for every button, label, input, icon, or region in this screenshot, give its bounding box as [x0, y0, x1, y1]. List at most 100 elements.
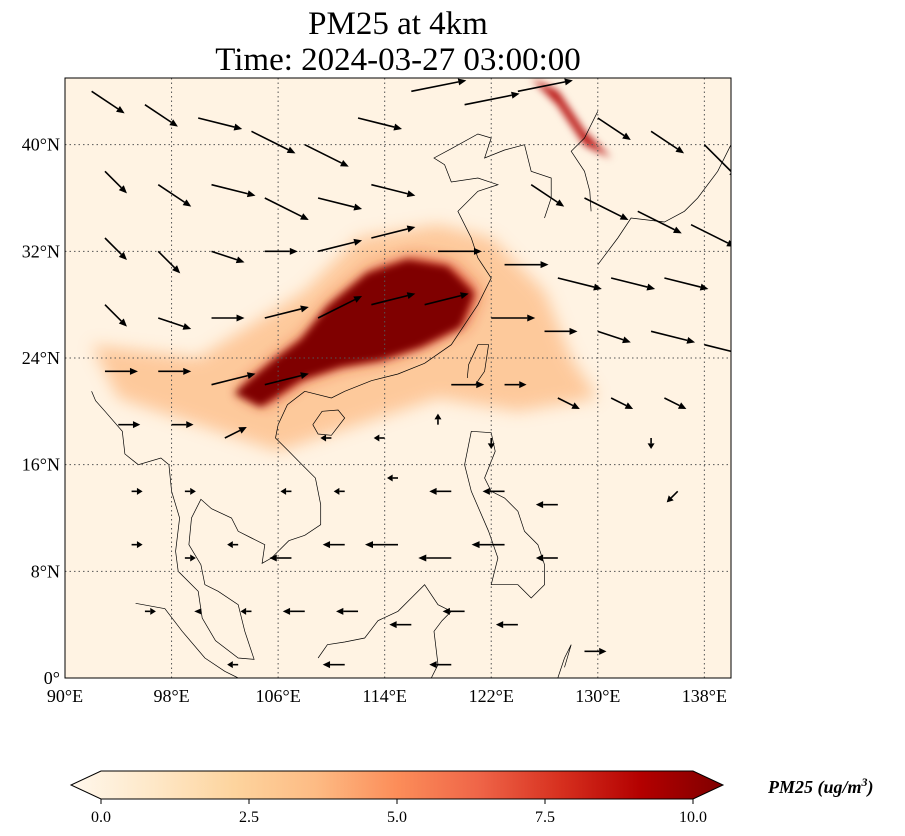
wind-vector	[91, 90, 125, 114]
gridlines	[65, 78, 731, 678]
wind-vector	[224, 427, 247, 439]
wind-vector	[211, 372, 256, 386]
map-area	[64, 77, 732, 679]
wind-vector	[411, 78, 467, 93]
wind-vector	[280, 487, 292, 495]
wind-vector	[437, 247, 482, 255]
wind-vector	[264, 305, 309, 319]
wind-vector	[320, 434, 332, 442]
wind-vector	[131, 487, 143, 495]
pm25-field	[91, 78, 612, 452]
lat-tick-label: 0°	[44, 668, 60, 688]
wind-vector	[282, 607, 305, 615]
lon-tick-label: 122°E	[469, 686, 514, 706]
wind-vector	[597, 330, 631, 344]
wind-vector	[371, 183, 416, 198]
coastline	[464, 430, 545, 599]
wind-vector	[357, 117, 403, 131]
wind-vector	[491, 314, 536, 322]
wind-vector	[495, 621, 518, 629]
wind-vector	[471, 541, 505, 549]
wind-vector	[131, 541, 143, 549]
lon-tick-label: 130°E	[575, 686, 620, 706]
wind-vector	[144, 104, 178, 127]
lon-tick-label: 98°E	[153, 686, 189, 706]
wind-vector	[371, 292, 416, 306]
wind-vectors	[91, 78, 731, 669]
wind-vector	[144, 607, 156, 615]
wind-vector	[530, 184, 565, 207]
wind-vector	[227, 541, 239, 549]
wind-vector	[424, 292, 469, 306]
wind-vector	[251, 130, 296, 154]
wind-vector	[211, 314, 245, 322]
wind-vector	[487, 438, 495, 449]
wind-vector	[184, 487, 196, 495]
wind-vector	[504, 261, 549, 269]
wind-vector	[597, 117, 631, 140]
wind-vector	[264, 197, 309, 220]
lon-tick-labels: 90°E 98°E 106°E 114°E 122°E 130°E 138°E	[47, 686, 727, 706]
coastline	[304, 133, 525, 399]
lon-tick-label: 114°E	[362, 686, 407, 706]
wind-vector	[650, 330, 696, 344]
map-timestamp: Time: 2024-03-27 03:00:00	[215, 42, 581, 78]
lon-tick-label: 106°E	[256, 686, 301, 706]
wind-vector	[704, 343, 731, 353]
map-frame	[64, 77, 732, 679]
wind-vector	[451, 381, 485, 389]
wind-vector	[418, 554, 452, 562]
wind-vector	[158, 367, 192, 375]
wind-vector	[157, 317, 192, 330]
wind-vector	[304, 143, 349, 167]
wind-vector	[211, 183, 256, 198]
wind-vector	[584, 647, 607, 655]
lat-tick-label: 40°N	[22, 135, 60, 155]
wind-vector	[666, 490, 679, 503]
wind-vector	[387, 474, 398, 482]
wind-vector	[557, 277, 602, 291]
wind-vector	[535, 501, 558, 509]
wind-vector	[584, 197, 629, 220]
wind-vector	[322, 661, 345, 669]
wind-vector	[194, 608, 202, 615]
wind-vector	[104, 237, 127, 260]
wind-vector	[157, 250, 181, 274]
colorbar-ticks: 0.0 2.5 5.0 7.5 10.0	[91, 799, 707, 826]
wind-vector	[650, 130, 685, 154]
wind-vector	[429, 487, 452, 495]
coastline	[135, 602, 239, 678]
wind-vector	[610, 277, 656, 291]
wind-vector	[104, 170, 127, 194]
wind-vector	[429, 661, 452, 669]
colorbar-tick-label: 7.5	[535, 809, 555, 826]
wind-vector	[227, 661, 239, 669]
wind-vector	[442, 607, 465, 615]
lon-tick-label: 90°E	[47, 686, 83, 706]
wind-vector	[637, 210, 682, 234]
wind-vector	[544, 327, 578, 335]
pm25-core	[234, 260, 474, 407]
wind-vector	[504, 381, 527, 389]
colorbar-label-superscript: 3	[861, 775, 868, 789]
lat-tick-label: 24°N	[22, 348, 60, 368]
coastline	[597, 118, 731, 265]
wind-vector	[389, 621, 412, 629]
colorbar-label: PM25 (ug/m3)	[767, 775, 874, 798]
wind-vector	[198, 117, 243, 131]
coastline	[317, 584, 452, 678]
wind-vector	[104, 367, 138, 375]
colorbar-tick-label: 10.0	[679, 809, 707, 826]
wind-vector	[269, 554, 292, 562]
wind-vector	[464, 91, 520, 106]
wind-vector	[373, 434, 385, 442]
wind-vector	[664, 397, 687, 409]
wind-vector	[434, 413, 442, 425]
colorbar-bar	[69, 770, 725, 800]
wind-vector	[322, 541, 345, 549]
lat-tick-labels: 0° 8°N 16°N 24°N 32°N 40°N	[22, 135, 60, 688]
wind-vector	[371, 225, 416, 239]
wind-vector	[317, 296, 363, 319]
wind-vector	[317, 238, 363, 253]
